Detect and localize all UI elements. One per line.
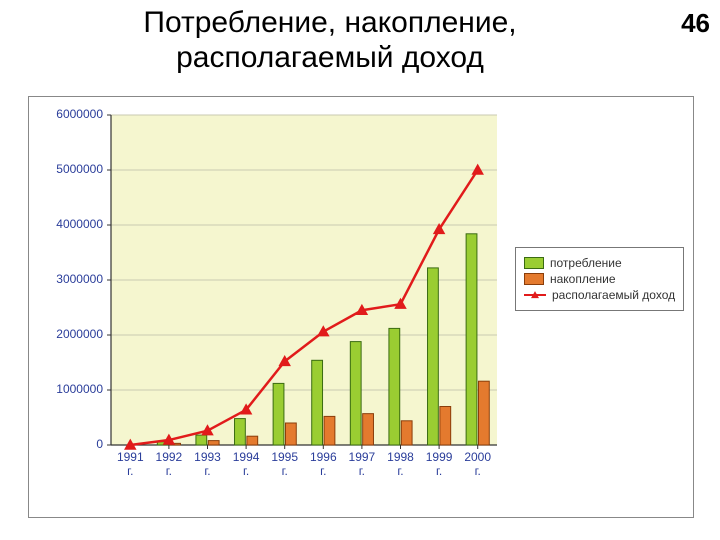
x-tick-label: 1991г. bbox=[112, 451, 148, 479]
legend-label: накопление bbox=[550, 272, 616, 286]
chart-container: потребление накопление располагаемый доход… bbox=[28, 96, 694, 518]
legend-item: потребление bbox=[524, 256, 675, 270]
title-line-2: располагаемый доход bbox=[176, 41, 484, 74]
x-tick-label: 2000г. bbox=[460, 451, 496, 479]
y-tick-label: 6000000 bbox=[56, 107, 103, 121]
page-title: Потребление, накопление, располагаемый д… bbox=[0, 6, 660, 75]
x-tick-label: 1996г. bbox=[305, 451, 341, 479]
legend-label: потребление bbox=[550, 256, 622, 270]
x-tick-label: 1998г. bbox=[383, 451, 419, 479]
y-tick-label: 4000000 bbox=[56, 217, 103, 231]
legend-label: располагаемый доход bbox=[552, 288, 675, 302]
x-tick-label: 1992г. bbox=[151, 451, 187, 479]
y-tick-label: 0 bbox=[96, 437, 103, 451]
x-tick-label: 1995г. bbox=[267, 451, 303, 479]
legend-swatch bbox=[524, 290, 546, 300]
legend-swatch bbox=[524, 273, 544, 285]
title-line-1: Потребление, накопление, bbox=[143, 6, 516, 39]
y-tick-label: 5000000 bbox=[56, 162, 103, 176]
legend-swatch bbox=[524, 257, 544, 269]
x-tick-label: 1999г. bbox=[421, 451, 457, 479]
legend-item: накопление bbox=[524, 272, 675, 286]
y-tick-label: 1000000 bbox=[56, 382, 103, 396]
page-number: 46 bbox=[681, 8, 710, 39]
x-tick-label: 1997г. bbox=[344, 451, 380, 479]
x-tick-label: 1993г. bbox=[190, 451, 226, 479]
chart-legend: потребление накопление располагаемый доход bbox=[515, 247, 684, 311]
legend-item: располагаемый доход bbox=[524, 288, 675, 302]
y-tick-label: 2000000 bbox=[56, 327, 103, 341]
x-tick-label: 1994г. bbox=[228, 451, 264, 479]
y-tick-label: 3000000 bbox=[56, 272, 103, 286]
